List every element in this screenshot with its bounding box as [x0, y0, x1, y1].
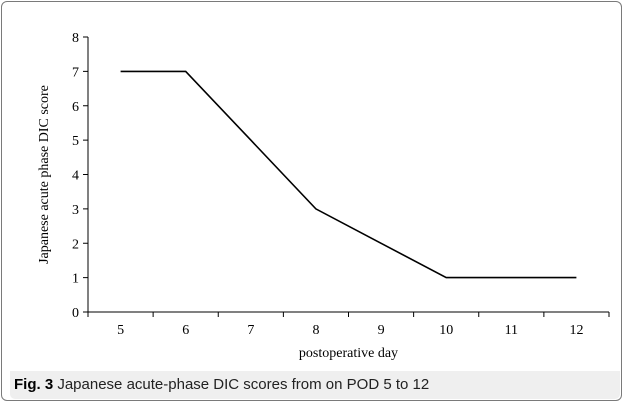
figure-caption-text: Japanese acute-phase DIC scores from on …	[57, 376, 430, 393]
chart-axes	[87, 37, 609, 313]
x-tick-label: 10	[439, 323, 453, 338]
x-tick-label: 7	[247, 323, 254, 338]
x-tick-label: 6	[182, 323, 189, 338]
y-tick-label: 7	[72, 65, 79, 80]
x-tick-label: 9	[378, 323, 385, 338]
series-group	[120, 70, 577, 279]
y-tick-label: 4	[72, 169, 79, 184]
y-tick-label: 0	[72, 306, 79, 321]
x-axis-ticks: 5 6 7 8 9 10 11 12	[87, 312, 610, 338]
x-tick-label: 11	[505, 323, 518, 338]
figure-caption-label: Fig. 3	[14, 376, 54, 393]
y-tick-label: 3	[72, 203, 79, 218]
y-tick-label: 8	[72, 31, 79, 46]
series-line	[120, 70, 577, 279]
x-tick-label: 12	[569, 323, 583, 338]
figure-caption: Fig. 3 Japanese acute-phase DIC scores f…	[10, 371, 620, 399]
y-tick-label: 1	[72, 272, 79, 287]
y-axis-title: Japanese acute phase DIC score	[37, 85, 52, 264]
y-tick-label: 5	[72, 134, 79, 149]
x-axis-title: postoperative day	[299, 346, 398, 361]
y-tick-label: 6	[72, 100, 79, 115]
y-axis-ticks: 0 1 2 3 4 5 6 7 8	[72, 31, 88, 321]
x-tick-label: 5	[117, 323, 124, 338]
y-tick-label: 2	[72, 237, 79, 252]
x-tick-label: 8	[312, 323, 319, 338]
